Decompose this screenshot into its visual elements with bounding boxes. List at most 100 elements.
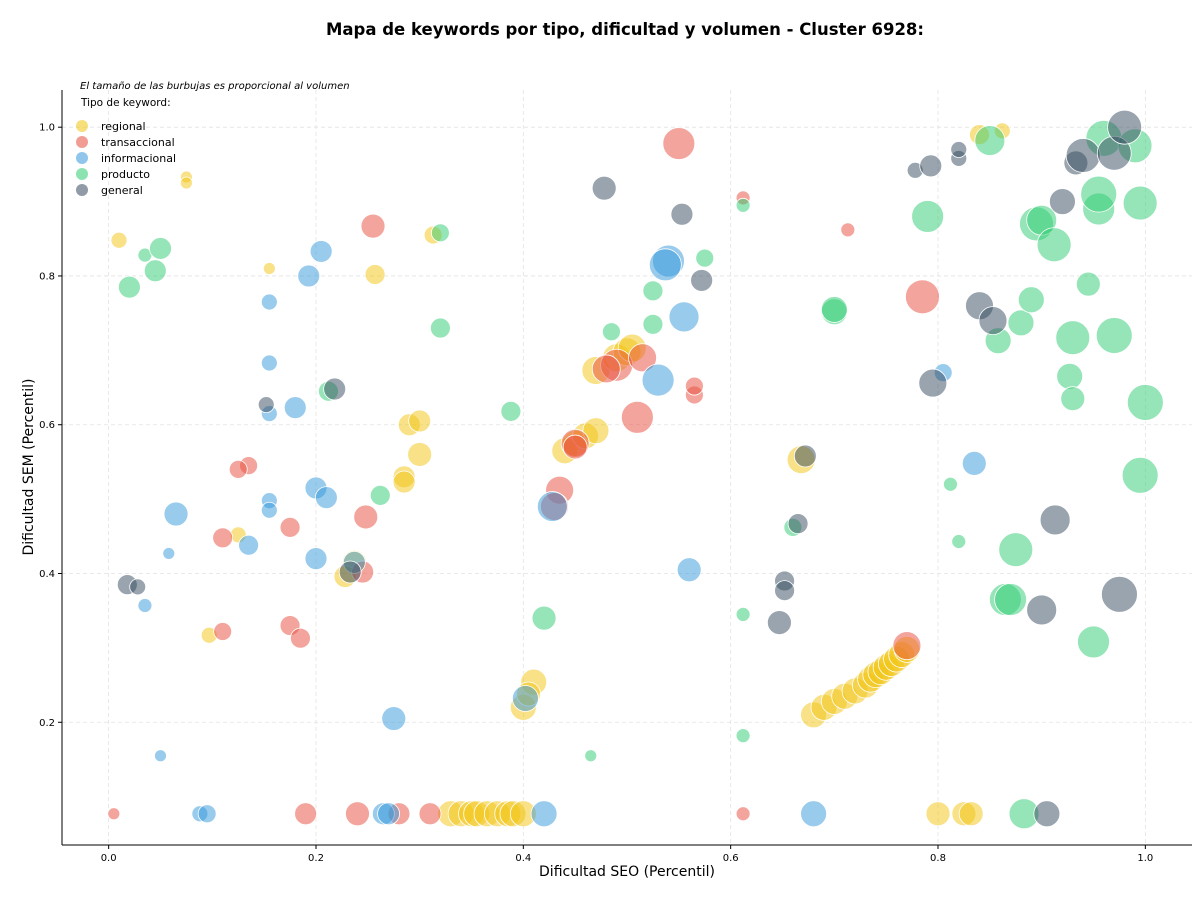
- legend-label: informacional: [101, 151, 177, 165]
- legend-marker: [76, 168, 88, 180]
- bubble-producto: [695, 248, 715, 268]
- bubble-general: [1033, 800, 1061, 828]
- bubble-regional: [582, 417, 610, 445]
- bubble-producto: [602, 322, 621, 342]
- bubble-regional: [925, 801, 951, 827]
- bubble-general: [1026, 594, 1058, 626]
- axes: [61, 90, 1192, 846]
- chart-note: El tamaño de las burbujas es proporciona…: [80, 81, 350, 92]
- bubble-transaccional: [279, 516, 301, 538]
- bubble-transaccional: [418, 802, 442, 826]
- bubble-producto: [642, 280, 664, 302]
- bubble-producto: [531, 605, 557, 631]
- bubble-general: [766, 610, 792, 635]
- bubble-informacional: [800, 800, 828, 828]
- bubble-transaccional: [684, 376, 704, 396]
- bubble-general: [257, 396, 275, 414]
- y-ticks: 0.2 0.4 0.6 0.8 1.0: [39, 123, 62, 729]
- bubble-informacional: [961, 451, 987, 476]
- bubbles-layer: [107, 109, 1164, 830]
- bubble-regional: [262, 262, 276, 275]
- bubble-transaccional: [735, 806, 751, 822]
- bubble-general: [950, 141, 968, 158]
- x-tick-label: 0.4: [515, 853, 531, 864]
- legend-item-producto: producto: [74, 166, 176, 182]
- legend-label: regional: [101, 119, 146, 133]
- bubble-producto: [951, 534, 967, 549]
- bubble-regional: [364, 264, 386, 285]
- bubble-transaccional: [353, 504, 379, 530]
- bubble-informacional: [377, 802, 400, 826]
- legend-item-general: general: [74, 182, 176, 198]
- bubble-producto: [943, 476, 958, 492]
- bubble-transaccional: [294, 802, 318, 826]
- bubble-informacional: [304, 547, 328, 571]
- bubble-producto: [584, 749, 598, 763]
- bubble-producto: [994, 583, 1027, 616]
- series-producto: [117, 119, 1164, 830]
- y-tick-label: 0.6: [39, 420, 55, 431]
- bubble-producto: [149, 237, 172, 260]
- bubble-general: [774, 580, 795, 602]
- bubble-producto: [1126, 384, 1164, 421]
- bubble-producto: [642, 313, 664, 335]
- bubble-producto: [1007, 309, 1035, 337]
- bubble-producto: [1122, 185, 1158, 221]
- x-tick-label: 0.6: [723, 853, 739, 864]
- bubble-producto: [974, 125, 1006, 156]
- bubble-informacional: [668, 301, 700, 333]
- legend-marker: [76, 120, 88, 132]
- x-tick-label: 1.0: [1137, 853, 1153, 864]
- bubble-informacional: [260, 354, 278, 372]
- bubble-informacional: [309, 240, 333, 263]
- bubble-informacional: [137, 598, 153, 613]
- legend: Tipo de keyword: regional transaccional in…: [74, 97, 176, 198]
- bubble-producto: [820, 296, 848, 323]
- legend-label: general: [101, 183, 143, 197]
- bubble-producto: [1080, 175, 1118, 213]
- bubble-informacional: [641, 363, 675, 397]
- bubble-general: [690, 269, 714, 292]
- legend-title: Tipo de keyword:: [81, 97, 171, 109]
- bubble-general: [918, 368, 948, 398]
- legend-item-regional: regional: [74, 118, 176, 134]
- series-transaccional: [107, 127, 940, 827]
- bubble-producto: [1055, 320, 1091, 356]
- bubble-general: [1049, 188, 1076, 215]
- bubble-general: [787, 513, 809, 535]
- bubble-informacional: [676, 557, 702, 583]
- bubble-general: [129, 578, 147, 596]
- bubble-general: [919, 154, 943, 178]
- x-tick-label: 0.2: [308, 853, 324, 864]
- bubble-regional: [958, 801, 984, 827]
- bubble-producto: [1056, 362, 1084, 390]
- bubble-informacional: [260, 501, 278, 519]
- bubble-transaccional: [107, 807, 121, 821]
- bubble-informacional: [260, 293, 278, 311]
- bubble-regional: [392, 470, 416, 494]
- bubble-regional: [408, 409, 432, 433]
- bubble-transaccional: [212, 527, 234, 549]
- legend-marker: [76, 136, 88, 148]
- bubble-informacional: [530, 800, 558, 828]
- bubble-producto: [1121, 456, 1159, 494]
- legend-item-transaccional: transaccional: [74, 134, 176, 150]
- bubble-general: [670, 202, 694, 226]
- bubble-general: [1101, 575, 1138, 613]
- bubble-producto: [500, 400, 522, 422]
- bubble-transaccional: [591, 354, 621, 384]
- bubble-general: [978, 306, 1008, 335]
- bubble-informacional: [297, 264, 321, 288]
- bubble-producto: [735, 607, 751, 622]
- series-informacional: [137, 240, 987, 828]
- y-tick-label: 0.4: [39, 569, 55, 580]
- bubble-transaccional: [360, 213, 386, 239]
- bubble-producto: [1060, 386, 1086, 412]
- bubble-producto: [1075, 271, 1101, 297]
- bubble-informacional: [163, 501, 189, 527]
- bubble-informacional: [536, 491, 568, 522]
- bubble-informacional: [648, 248, 682, 282]
- bubble-transaccional: [892, 631, 922, 661]
- bubble-producto: [735, 728, 751, 744]
